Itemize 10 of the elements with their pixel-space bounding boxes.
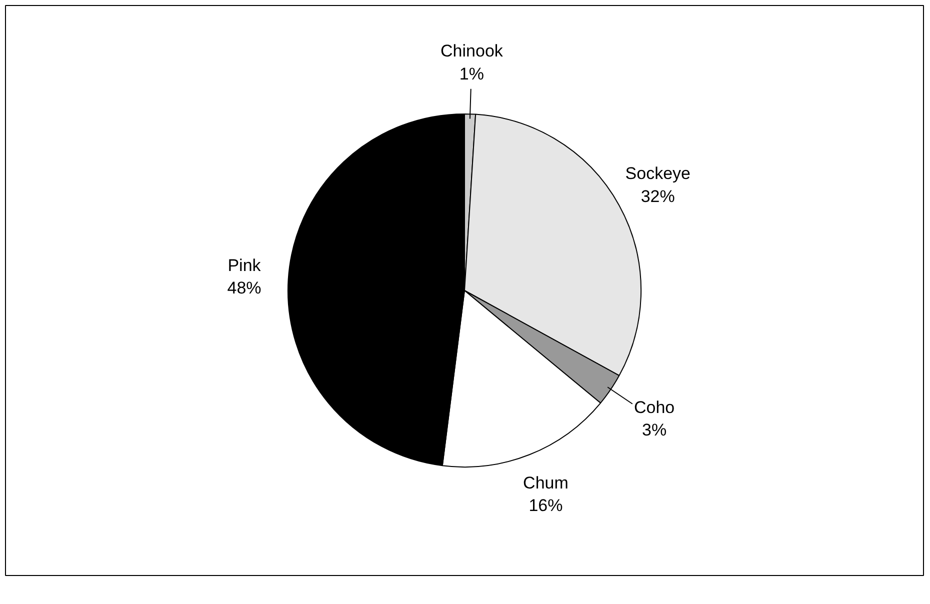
slice-label: Coho — [634, 398, 675, 417]
data-label: 3% — [642, 420, 667, 440]
slice-label: Pink — [228, 256, 262, 275]
slice-label: Chinook — [440, 42, 504, 61]
slice-label: Sockeye — [625, 164, 690, 183]
data-label: 1% — [459, 64, 484, 84]
data-label: 48% — [227, 278, 262, 298]
slice-label: Chum — [523, 473, 568, 492]
data-label: 32% — [640, 186, 675, 206]
data-label: 16% — [528, 496, 563, 516]
